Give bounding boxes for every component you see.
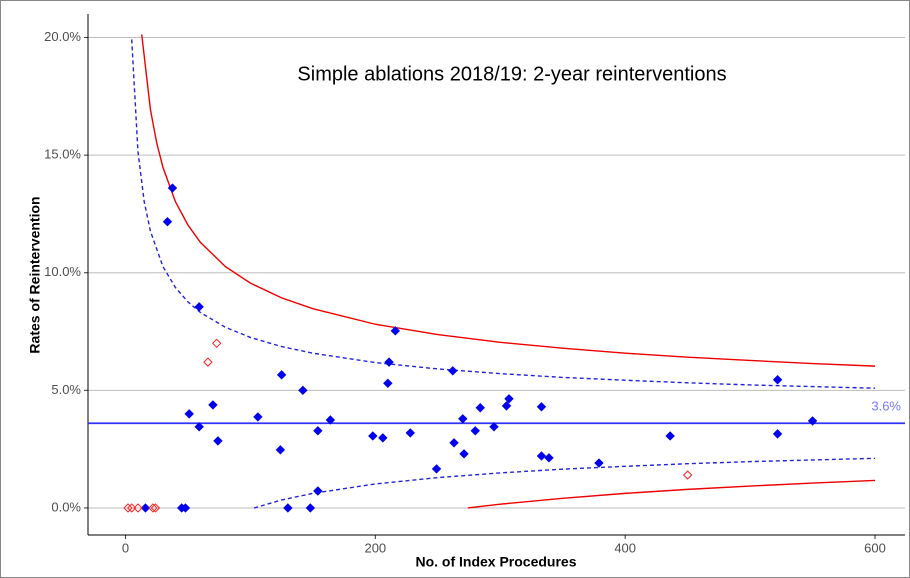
point xyxy=(449,438,459,448)
point xyxy=(127,503,137,513)
point xyxy=(390,326,401,336)
point xyxy=(213,436,223,446)
point xyxy=(383,378,393,388)
point xyxy=(150,503,161,513)
point xyxy=(194,302,204,312)
point xyxy=(203,357,213,367)
point xyxy=(313,486,323,496)
plot-area xyxy=(88,34,905,513)
point xyxy=(368,431,378,441)
point xyxy=(253,412,263,422)
point xyxy=(431,464,442,474)
point xyxy=(211,338,222,349)
point xyxy=(405,428,416,438)
point xyxy=(305,503,316,513)
y-tick-label: 20.0% xyxy=(44,29,81,44)
chart-title: Simple ablations 2018/19: 2-year reinter… xyxy=(297,63,726,85)
control-limit xyxy=(253,457,876,509)
point xyxy=(489,422,499,432)
y-tick-label: 10.0% xyxy=(44,264,81,279)
point xyxy=(594,458,604,468)
x-tick-label: 0 xyxy=(122,540,129,555)
reference-label: 3.6% xyxy=(871,399,901,414)
y-tick-label: 0.0% xyxy=(51,499,81,514)
x-tick-label: 200 xyxy=(364,540,386,555)
point xyxy=(133,503,143,513)
point xyxy=(665,431,675,441)
point xyxy=(501,401,512,411)
point xyxy=(682,470,693,480)
point xyxy=(772,375,783,385)
control-limit xyxy=(131,39,876,389)
control-limit xyxy=(141,34,876,367)
y-tick-label: 5.0% xyxy=(51,382,81,397)
point xyxy=(283,503,293,513)
point xyxy=(448,366,458,376)
point xyxy=(470,426,480,436)
point xyxy=(536,402,547,412)
point xyxy=(123,503,133,513)
point xyxy=(475,403,485,413)
point xyxy=(275,445,286,455)
point xyxy=(544,453,554,463)
point xyxy=(276,370,287,380)
y-axis-label: Rates of Reintervention xyxy=(27,196,43,353)
point xyxy=(180,503,191,513)
y-tick-label: 15.0% xyxy=(44,147,81,162)
point xyxy=(536,451,547,461)
point xyxy=(148,503,158,513)
point xyxy=(807,416,818,426)
point xyxy=(458,414,468,424)
point xyxy=(504,394,514,404)
point xyxy=(298,385,308,396)
control-limit xyxy=(467,479,876,509)
point xyxy=(384,357,394,367)
point xyxy=(162,216,173,227)
point xyxy=(325,415,336,425)
point xyxy=(208,400,218,410)
point xyxy=(459,449,469,459)
point xyxy=(167,183,178,193)
point xyxy=(313,426,323,436)
point xyxy=(184,409,194,419)
x-tick-label: 600 xyxy=(864,540,886,555)
x-tick-label: 400 xyxy=(614,540,636,555)
point xyxy=(378,433,388,443)
x-axis-label: No. of Index Procedures xyxy=(415,554,576,570)
point xyxy=(140,503,151,513)
point xyxy=(772,429,783,439)
point xyxy=(194,422,204,432)
